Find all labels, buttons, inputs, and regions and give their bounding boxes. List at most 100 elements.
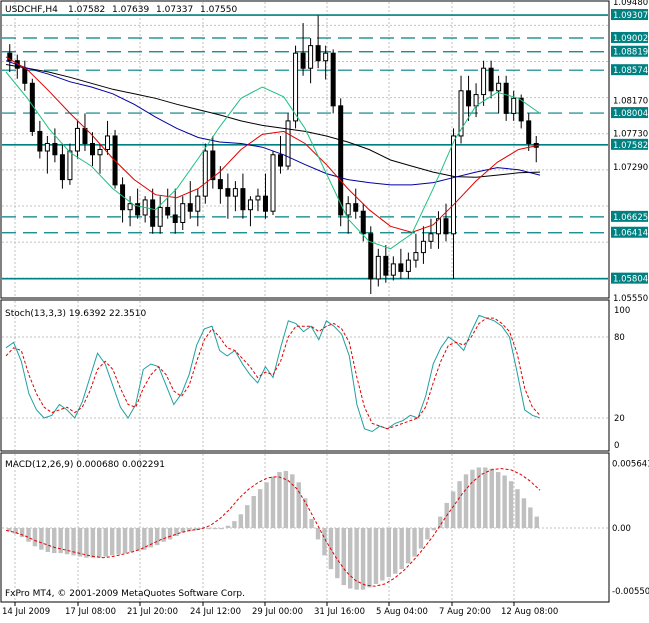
x-label: 29 Jul 00:00 — [252, 607, 303, 617]
stochastic-lines — [5, 314, 541, 433]
candle-body — [481, 67, 487, 96]
macd-bar — [212, 528, 218, 530]
macd-bar — [302, 498, 308, 528]
macd-bar — [418, 528, 424, 549]
stoch-panel — [0, 299, 610, 452]
price-label-bg — [611, 45, 648, 57]
candle-body — [135, 203, 141, 216]
x-label: 5 Aug 04:00 — [376, 607, 428, 617]
macd-bar — [393, 528, 398, 574]
candle-body — [262, 195, 268, 212]
candle-body — [127, 203, 133, 211]
candle-body — [67, 150, 73, 181]
horizontal-levels — [2, 14, 608, 280]
x-label: 24 Jul 12:00 — [190, 607, 241, 617]
candle-body — [202, 150, 208, 197]
macd-bar — [322, 528, 327, 556]
x-label: 7 Aug 20:00 — [439, 607, 491, 617]
candle-body — [300, 52, 306, 69]
header-high: 1.07639 — [112, 5, 149, 15]
price-label: 1.08004 — [613, 109, 648, 119]
x-label: 21 Jul 20:00 — [127, 607, 178, 617]
candle-body — [285, 120, 291, 167]
macd-bar — [187, 528, 192, 532]
candle-body — [526, 120, 532, 144]
macd-bar — [386, 528, 392, 578]
macd-bar — [508, 481, 514, 528]
macd-signal-line — [5, 468, 541, 587]
macd-bar — [129, 528, 134, 552]
candle-body — [22, 67, 28, 84]
macd-bar — [52, 528, 57, 554]
macd-bar — [26, 528, 31, 542]
macd-bar — [347, 528, 353, 589]
candle-body — [420, 240, 426, 254]
price-label: 1.07290 — [613, 163, 648, 173]
candle-body — [390, 263, 396, 276]
price-label: 1.05550 — [613, 294, 648, 304]
price-label-bg — [611, 226, 648, 238]
candles — [7, 15, 539, 294]
macd-bar — [116, 528, 121, 555]
macd-tick-label: 0.005641 — [612, 460, 649, 470]
macd-bar — [142, 528, 147, 550]
price-label: 1.08819 — [613, 48, 648, 58]
macd-bar — [19, 528, 25, 538]
x-label: 12 Aug 08:00 — [501, 607, 558, 617]
candle-body — [225, 188, 231, 197]
price-label: 1.09002 — [613, 34, 648, 44]
macd-bar — [277, 472, 282, 528]
macd-bar — [45, 528, 51, 552]
macd-bar — [457, 481, 462, 528]
macd-tick-label: -0.005500 — [612, 587, 649, 597]
candle-body — [518, 97, 524, 122]
candle-body — [338, 105, 344, 216]
macd-bar — [193, 528, 199, 531]
macd-bar — [495, 472, 501, 528]
macd-bar — [399, 528, 404, 570]
candle-body — [458, 90, 464, 137]
candle-body — [323, 52, 329, 62]
candle-body — [7, 52, 13, 62]
stoch-tick-label: 80 — [614, 333, 625, 343]
stoch-label: Stoch(13,3,3) 19.6392 22.3510 — [5, 309, 146, 319]
candle-body — [345, 203, 351, 216]
macd-bar — [309, 518, 314, 528]
macd-bar — [315, 528, 321, 540]
candle-body — [210, 150, 216, 181]
price-label-bg — [611, 64, 648, 76]
candle-body — [293, 52, 299, 122]
candle-body — [97, 149, 103, 156]
macd-bar — [528, 507, 533, 528]
stoch-tick-label: 20 — [614, 414, 625, 424]
price-label: 1.07582 — [613, 141, 648, 151]
price-label-bg — [611, 31, 648, 43]
x-axis-labels: 14 Jul 2009 17 Jul 08:00 21 Jul 20:00 24 Ju… — [2, 602, 558, 617]
macd-bar — [521, 498, 527, 528]
macd-label: MACD(12,26,9) 0.000680 0.002291 — [5, 460, 165, 470]
moving-average-line — [5, 56, 541, 233]
stoch-signal-line — [5, 317, 541, 430]
header-low: 1.07337 — [156, 5, 193, 15]
macd-bar — [463, 474, 469, 528]
candle-body — [278, 154, 284, 167]
macd-bar — [296, 482, 301, 528]
macd-bar — [515, 489, 520, 528]
price-label-bg — [611, 107, 648, 119]
macd-bar — [97, 528, 102, 558]
macd-histogram — [5, 467, 541, 590]
header-close: 1.07550 — [200, 5, 237, 15]
macd-bar — [489, 468, 494, 528]
candle-body — [330, 52, 336, 107]
candle-body — [74, 127, 80, 152]
stoch-tick-label: 0 — [614, 441, 619, 451]
candle-body — [503, 82, 509, 114]
macd-bar — [412, 528, 417, 557]
macd-bar — [502, 475, 507, 528]
price-label: 1.08170 — [613, 97, 648, 107]
macd-bar — [264, 482, 269, 528]
header-open: 1.07582 — [68, 5, 105, 15]
macd-bar — [238, 514, 244, 528]
macd-bar — [71, 528, 76, 556]
price-label: 1.07730 — [613, 130, 648, 140]
